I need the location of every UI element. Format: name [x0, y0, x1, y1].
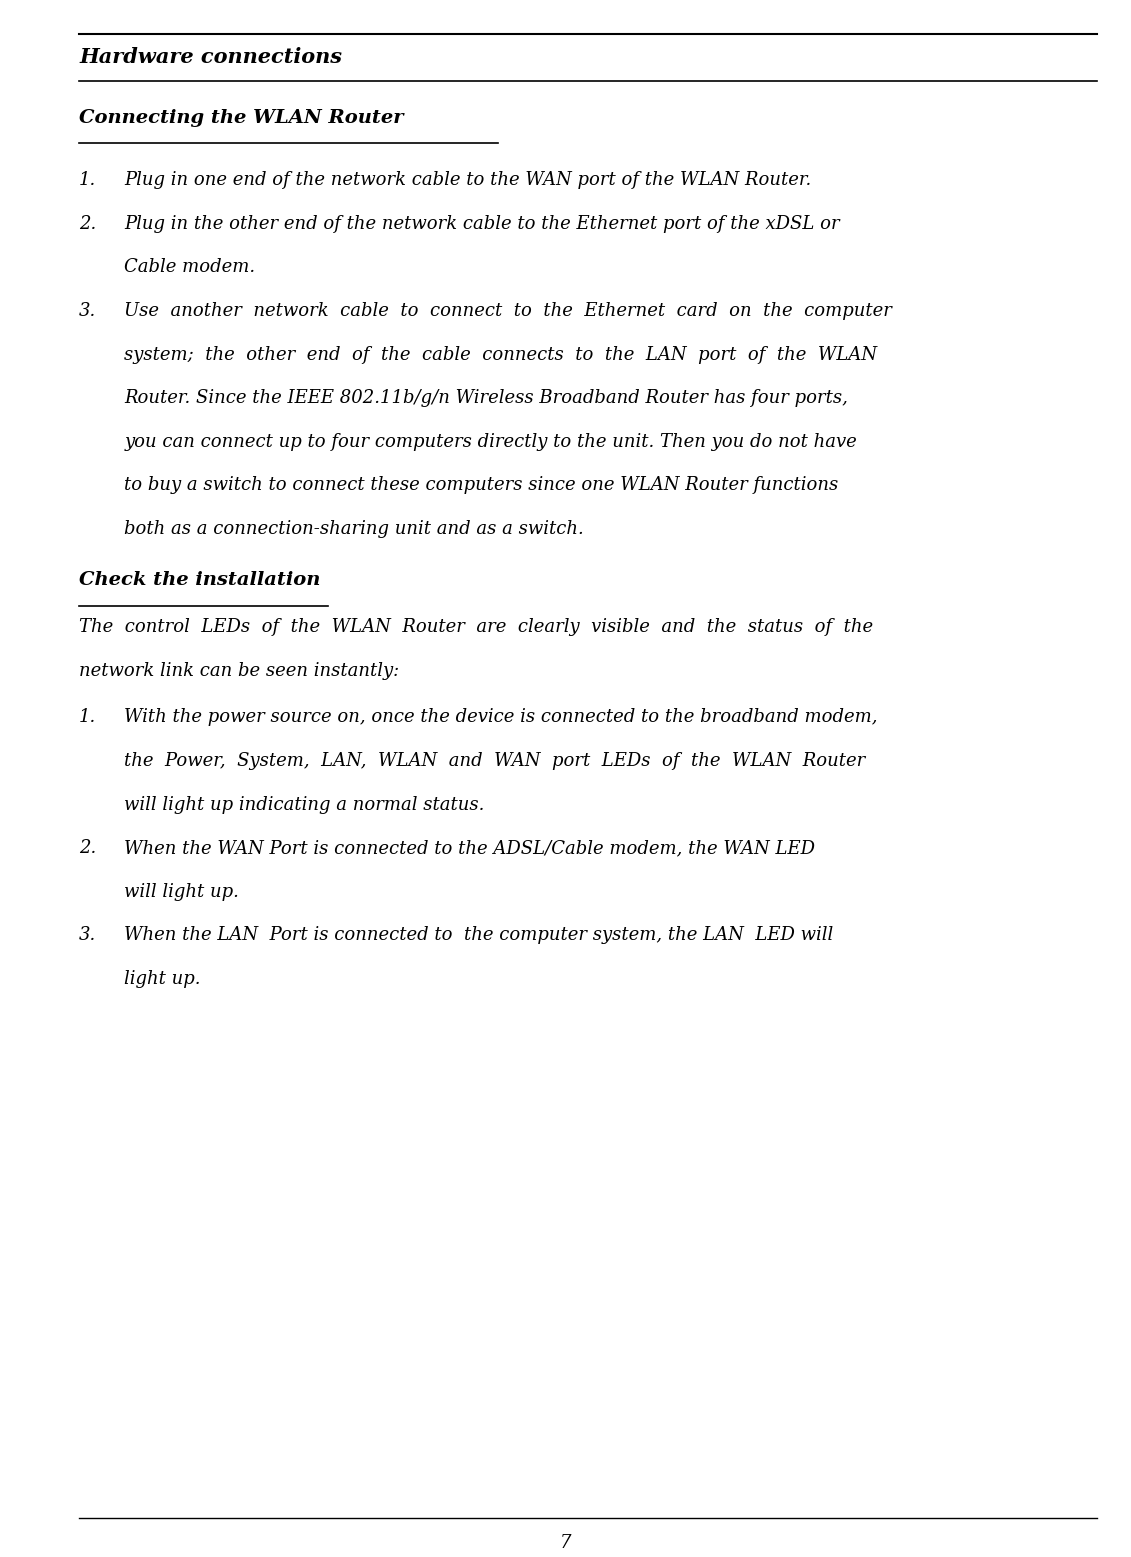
Text: 1.: 1.	[79, 171, 96, 190]
Text: Check the installation: Check the installation	[79, 571, 320, 590]
Text: Hardware connections: Hardware connections	[79, 47, 343, 67]
Text: light up.: light up.	[124, 970, 201, 989]
Text: system;  the  other  end  of  the  cable  connects  to  the  LAN  port  of  the : system; the other end of the cable conne…	[124, 346, 878, 364]
Text: network link can be seen instantly:: network link can be seen instantly:	[79, 662, 399, 680]
Text: Plug in one end of the network cable to the WAN port of the WLAN Router.: Plug in one end of the network cable to …	[124, 171, 812, 190]
Text: 1.: 1.	[79, 708, 96, 727]
Text: will light up.: will light up.	[124, 883, 240, 902]
Text: Connecting the WLAN Router: Connecting the WLAN Router	[79, 109, 404, 128]
Text: 7: 7	[560, 1534, 571, 1552]
Text: 2.: 2.	[79, 215, 96, 234]
Text: Cable modem.: Cable modem.	[124, 258, 256, 277]
Text: the  Power,  System,  LAN,  WLAN  and  WAN  port  LEDs  of  the  WLAN  Router: the Power, System, LAN, WLAN and WAN por…	[124, 752, 865, 771]
Text: 3.: 3.	[79, 926, 96, 945]
Text: Plug in the other end of the network cable to the Ethernet port of the xDSL or: Plug in the other end of the network cab…	[124, 215, 840, 234]
Text: The  control  LEDs  of  the  WLAN  Router  are  clearly  visible  and  the  stat: The control LEDs of the WLAN Router are …	[79, 618, 873, 637]
Text: 2.: 2.	[79, 839, 96, 858]
Text: to buy a switch to connect these computers since one WLAN Router functions: to buy a switch to connect these compute…	[124, 476, 839, 495]
Text: Router. Since the IEEE 802.11b/g/n Wireless Broadband Router has four ports,: Router. Since the IEEE 802.11b/g/n Wirel…	[124, 389, 848, 408]
Text: With the power source on, once the device is connected to the broadband modem,: With the power source on, once the devic…	[124, 708, 878, 727]
Text: When the LAN  Port is connected to  the computer system, the LAN  LED will: When the LAN Port is connected to the co…	[124, 926, 834, 945]
Text: 3.: 3.	[79, 302, 96, 321]
Text: both as a connection-sharing unit and as a switch.: both as a connection-sharing unit and as…	[124, 520, 584, 539]
Text: will light up indicating a normal status.: will light up indicating a normal status…	[124, 796, 485, 814]
Text: Use  another  network  cable  to  connect  to  the  Ethernet  card  on  the  com: Use another network cable to connect to …	[124, 302, 892, 321]
Text: When the WAN Port is connected to the ADSL/Cable modem, the WAN LED: When the WAN Port is connected to the AD…	[124, 839, 815, 858]
Text: you can connect up to four computers directly to the unit. Then you do not have: you can connect up to four computers dir…	[124, 433, 857, 452]
